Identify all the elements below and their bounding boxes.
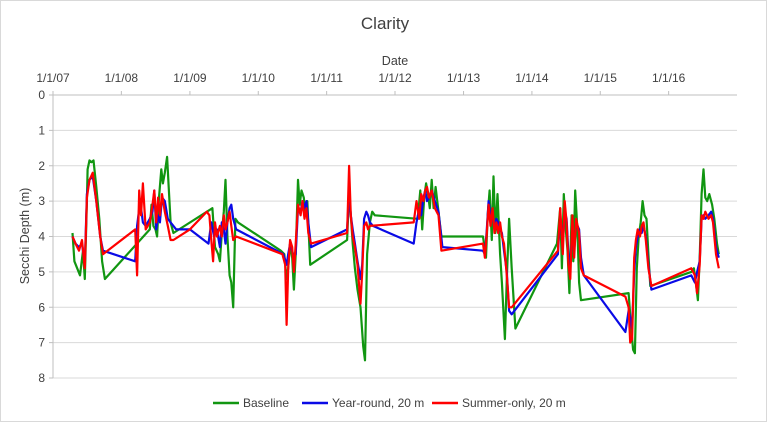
x-tick-label: 1/1/12 <box>378 71 412 85</box>
x-axis-title: Date <box>382 54 408 68</box>
y-tick-label: 4 <box>38 230 45 244</box>
series-layer <box>71 155 720 362</box>
y-tick-label: 0 <box>38 88 45 102</box>
y-tick-label: 1 <box>38 123 45 137</box>
legend-label-2: Summer-only, 20 m <box>462 396 566 410</box>
y-tick-label: 3 <box>38 194 45 208</box>
x-tick-label: 1/1/09 <box>173 71 207 85</box>
y-axis-title: Secchi Depth (m) <box>18 188 32 285</box>
x-tick-label: 1/1/07 <box>36 71 70 85</box>
legend-label-0: Baseline <box>243 396 289 410</box>
x-tick-label: 1/1/11 <box>310 71 343 85</box>
y-tick-label: 5 <box>38 265 45 279</box>
chart-title: Clarity <box>361 14 410 33</box>
x-tick-label: 1/1/13 <box>447 71 481 85</box>
x-tick-label: 1/1/16 <box>652 71 686 85</box>
y-tick-label: 8 <box>38 371 45 385</box>
x-tick-label: 1/1/08 <box>105 71 139 85</box>
y-tick-label: 2 <box>38 159 45 173</box>
series-line-2 <box>71 164 720 344</box>
y-tick-label: 7 <box>38 336 45 350</box>
y-tick-label: 6 <box>38 300 45 314</box>
x-tick-label: 1/1/10 <box>242 71 276 85</box>
x-tick-label: 1/1/14 <box>515 71 549 85</box>
series-line-0 <box>71 155 720 362</box>
x-tick-label: 1/1/15 <box>584 71 618 85</box>
legend-label-1: Year-round, 20 m <box>332 396 424 410</box>
axis-layer: 0 1 2 3 4 5 6 7 8 1/1/07 1/1/08 1/1/09 1/1/10 1/1/11 1… <box>36 71 737 385</box>
legend: Baseline Year-round, 20 m Summer-only, 20 … <box>213 396 566 410</box>
